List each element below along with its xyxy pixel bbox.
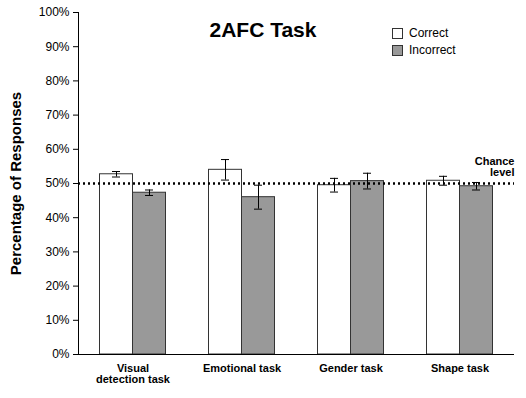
svg-text:Chancelevel: Chancelevel: [475, 155, 515, 178]
html-text:2AFC Task: 2AFC Task: [209, 18, 317, 41]
svg-text:Shape task: Shape task: [431, 362, 490, 374]
svg-text:100%: 100%: [39, 5, 70, 19]
svg-text:10%: 10%: [45, 313, 69, 327]
html-text:Correct: Correct: [409, 26, 449, 40]
svg-text:30%: 30%: [45, 245, 69, 259]
html-text:Incorrect: Incorrect: [409, 43, 456, 57]
svg-text:0%: 0%: [52, 347, 70, 361]
svg-text:80%: 80%: [45, 74, 69, 88]
svg-text:90%: 90%: [45, 40, 69, 54]
svg-text:70%: 70%: [45, 108, 69, 122]
svg-text:60%: 60%: [45, 142, 69, 156]
svg-text:20%: 20%: [45, 279, 69, 293]
svg-text:Percentage of Responses: Percentage of Responses: [7, 92, 24, 275]
svg-text:50%: 50%: [45, 176, 69, 190]
svg-text:40%: 40%: [45, 211, 69, 225]
svg-text:Emotional task: Emotional task: [203, 362, 282, 374]
svg-text:Visualdetection task: Visualdetection task: [96, 362, 171, 385]
svg-text:Gender task: Gender task: [319, 362, 383, 374]
